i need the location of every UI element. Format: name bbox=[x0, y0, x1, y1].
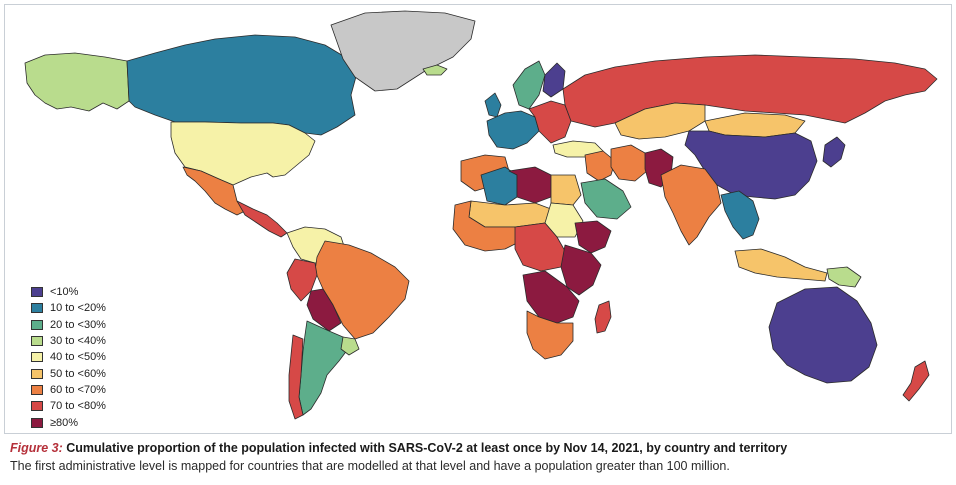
caption-title: Cumulative proportion of the population … bbox=[62, 441, 788, 455]
legend-item: 20 to <30% bbox=[31, 317, 106, 333]
legend-item: <10% bbox=[31, 284, 106, 300]
legend-label: ≥80% bbox=[50, 416, 79, 429]
region-mexico bbox=[182, 166, 246, 216]
region-china bbox=[684, 130, 818, 200]
region-kazakhstan bbox=[614, 102, 706, 140]
region-iran bbox=[610, 144, 648, 182]
region-uk bbox=[484, 92, 502, 118]
region-australia bbox=[768, 286, 878, 384]
legend-item: 50 to <60% bbox=[31, 365, 106, 381]
region-western-europe bbox=[486, 110, 540, 150]
region-bolivia bbox=[306, 288, 342, 332]
region-southeast-asia bbox=[720, 190, 760, 240]
legend-swatch bbox=[31, 401, 43, 412]
caption-note: The first administrative level is mapped… bbox=[10, 459, 730, 473]
region-southern-africa bbox=[526, 310, 574, 360]
region-east-africa bbox=[560, 244, 602, 296]
region-libya bbox=[508, 166, 552, 204]
legend-swatch bbox=[31, 303, 43, 314]
region-egypt bbox=[550, 174, 582, 206]
legend-swatch bbox=[31, 336, 43, 347]
region-central-america bbox=[236, 200, 288, 238]
legend-label: 50 to <60% bbox=[50, 367, 106, 380]
region-sahel bbox=[468, 200, 552, 228]
region-scandinavia bbox=[512, 60, 546, 110]
legend-item: 60 to <70% bbox=[31, 382, 106, 398]
region-brazil bbox=[314, 240, 410, 340]
caption-title-line: Figure 3: Cumulative proportion of the p… bbox=[10, 441, 950, 455]
map-frame: <10% 10 to <20% 20 to <30% 30 to <40% 40 to … bbox=[4, 4, 952, 434]
region-madagascar bbox=[594, 300, 612, 334]
legend-swatch bbox=[31, 417, 43, 428]
legend-label: 70 to <80% bbox=[50, 400, 106, 413]
region-chile-south bbox=[288, 334, 304, 420]
legend-label: 40 to <50% bbox=[50, 351, 106, 364]
region-greenland bbox=[330, 10, 476, 92]
legend-label: 10 to <20% bbox=[50, 302, 106, 315]
legend-swatch bbox=[31, 384, 43, 395]
region-middle-east bbox=[584, 150, 616, 182]
legend-swatch bbox=[31, 287, 43, 298]
region-uruguay bbox=[340, 336, 360, 356]
legend-swatch bbox=[31, 368, 43, 379]
regions bbox=[24, 10, 938, 420]
region-saudi-arabia bbox=[580, 178, 632, 220]
legend-label: <10% bbox=[50, 286, 79, 299]
world-map bbox=[5, 5, 951, 433]
legend-swatch bbox=[31, 352, 43, 363]
legend-label: 30 to <40% bbox=[50, 335, 106, 348]
region-indonesia bbox=[734, 248, 828, 282]
legend-label: 60 to <70% bbox=[50, 383, 106, 396]
map-legend: <10% 10 to <20% 20 to <30% 30 to <40% 40 to … bbox=[31, 284, 106, 431]
region-japan bbox=[822, 136, 846, 168]
legend-item: 40 to <50% bbox=[31, 349, 106, 365]
region-southern-central-africa bbox=[522, 270, 580, 324]
legend-item: 30 to <40% bbox=[31, 333, 106, 349]
region-canada bbox=[126, 34, 358, 136]
region-india bbox=[660, 164, 722, 246]
legend-item: 70 to <80% bbox=[31, 398, 106, 414]
legend-item: ≥80% bbox=[31, 414, 106, 430]
figure-caption: Figure 3: Cumulative proportion of the p… bbox=[10, 441, 950, 473]
region-new-zealand bbox=[902, 360, 930, 402]
legend-swatch bbox=[31, 319, 43, 330]
legend-item: 10 to <20% bbox=[31, 300, 106, 316]
legend-label: 20 to <30% bbox=[50, 318, 106, 331]
region-papua bbox=[826, 266, 862, 288]
region-iceland bbox=[422, 64, 448, 76]
region-alaska bbox=[24, 52, 130, 112]
region-peru bbox=[286, 258, 318, 302]
region-eastern-europe bbox=[528, 100, 572, 144]
region-ethiopia bbox=[574, 220, 612, 254]
caption-figure-label: Figure 3: bbox=[10, 441, 63, 455]
